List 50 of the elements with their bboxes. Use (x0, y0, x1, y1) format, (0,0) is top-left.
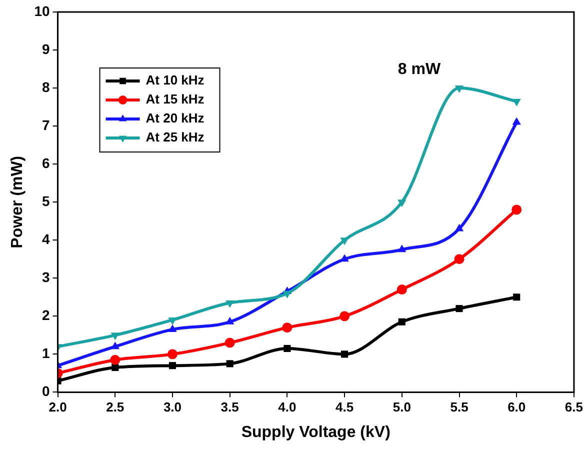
point (396, 284, 407, 295)
y-tick-label: 2 (42, 307, 50, 324)
point (112, 364, 119, 372)
legend-label: At 10 kHz (146, 72, 205, 88)
x-tick-label: 4.5 (336, 400, 354, 415)
x-tick-label: 2.0 (48, 400, 67, 415)
x-tick-label: 6.0 (508, 400, 526, 415)
point (398, 318, 406, 326)
point (226, 300, 234, 308)
point (341, 350, 348, 358)
x-tick-label: 6.5 (564, 400, 584, 415)
point (167, 349, 178, 360)
point (282, 322, 292, 333)
x-tick-label: 4.0 (278, 400, 296, 415)
y-axis-title: Power (mW) (9, 156, 26, 248)
y-tick-label: 3 (42, 269, 50, 285)
y-tick-label: 7 (42, 116, 50, 133)
point (284, 344, 291, 352)
y-tick-label: 6 (42, 154, 50, 171)
point (340, 238, 349, 246)
point (226, 360, 234, 368)
point (110, 354, 120, 365)
point (224, 338, 235, 348)
x-tick-label: 3.5 (220, 400, 239, 415)
point (513, 294, 520, 301)
x-tick-label: 3.0 (163, 400, 182, 415)
legend-label: At 20 kHz (146, 110, 205, 126)
y-tick-label: 9 (42, 40, 50, 57)
y-tick-label: 1 (42, 345, 50, 362)
x-tick-label: 5.0 (392, 400, 411, 415)
x-tick-label: 2.5 (106, 400, 124, 415)
point (454, 86, 464, 94)
point (398, 200, 406, 208)
point (512, 204, 522, 215)
x-tick-label: 5.5 (450, 400, 468, 415)
point (110, 332, 120, 340)
point (456, 305, 463, 312)
point (340, 311, 350, 322)
y-tick-label: 10 (34, 2, 50, 19)
point (512, 98, 521, 106)
x-axis-title: Supply Voltage (kV) (241, 424, 390, 441)
y-tick-label: 0 (42, 383, 50, 400)
legend-label: At 25 kHz (146, 130, 205, 145)
y-tick-label: 5 (42, 192, 50, 209)
y-tick-label: 4 (42, 230, 50, 247)
legend-label: At 15 kHz (146, 92, 205, 107)
y-tick-label: 8 (42, 78, 50, 95)
annotation: 8 mW (398, 61, 442, 78)
point (454, 254, 464, 264)
point (168, 362, 176, 370)
